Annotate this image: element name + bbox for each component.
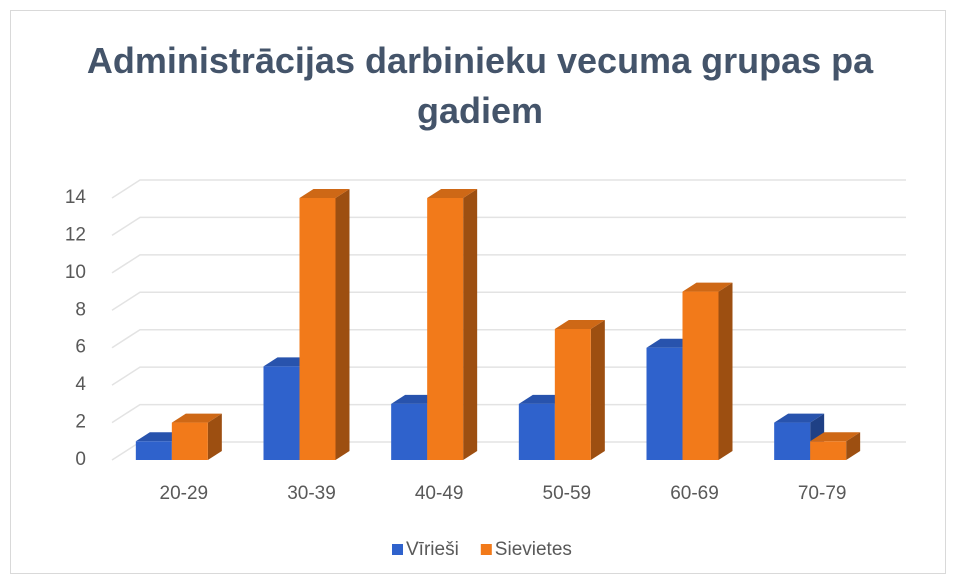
bar-front [646, 347, 683, 460]
y-tick-label: 0 [75, 449, 86, 470]
bar-top [171, 413, 222, 423]
bar-side [335, 189, 350, 460]
bar-top [554, 320, 605, 329]
bar [171, 413, 222, 460]
chart-frame [10, 10, 946, 574]
grid-line [111, 366, 906, 386]
y-tick-label: 4 [75, 374, 86, 395]
grid-line [111, 216, 906, 237]
bar-side [718, 282, 733, 460]
bar-front [171, 422, 208, 460]
bar-front [810, 441, 847, 460]
bar-front [682, 291, 719, 460]
y-tick-label: 12 [65, 224, 86, 245]
bar-front [263, 366, 300, 460]
bar [427, 189, 478, 460]
y-tick-label: 2 [75, 412, 86, 433]
y-tick-label: 8 [75, 299, 86, 320]
grid-line [111, 291, 906, 311]
bar-front [299, 198, 336, 460]
grid-line [111, 254, 906, 274]
x-tick-label: 30-39 [287, 483, 336, 504]
bar-side [846, 432, 861, 460]
bar-side [463, 189, 478, 460]
bar-front [135, 441, 172, 460]
legend-label: Vīrieši [406, 539, 459, 560]
chart-title: Administrācijas darbinieku vecuma grupas… [86, 40, 874, 131]
bar-front [554, 329, 591, 460]
legend-swatch [392, 544, 403, 555]
x-tick-label: 60-69 [670, 483, 719, 504]
x-tick-label: 20-29 [160, 483, 209, 504]
bar [682, 282, 733, 460]
grid-line [111, 179, 906, 199]
bar [810, 432, 861, 460]
bar-side [590, 320, 605, 460]
bar-top [774, 413, 825, 423]
legend-swatch [480, 544, 492, 555]
bar-front [518, 403, 555, 460]
y-tick-label: 14 [65, 187, 87, 208]
x-tick-label: 70-79 [798, 483, 847, 504]
bar-top [299, 189, 350, 198]
x-tick-label: 40-49 [415, 483, 464, 504]
bar-front [774, 422, 811, 460]
bar-top [810, 432, 861, 442]
y-tick-label: 10 [65, 262, 86, 283]
bar-front [427, 198, 464, 460]
legend-label: Sievietes [495, 539, 572, 560]
y-tick-label: 6 [75, 337, 86, 358]
bar-top [682, 282, 733, 292]
grid-line [111, 328, 906, 349]
x-tick-label: 50-59 [543, 483, 592, 504]
bar-top [427, 189, 478, 198]
bar-front [391, 403, 428, 460]
bar-side [207, 413, 222, 460]
bar [554, 320, 605, 460]
bar [299, 189, 350, 460]
